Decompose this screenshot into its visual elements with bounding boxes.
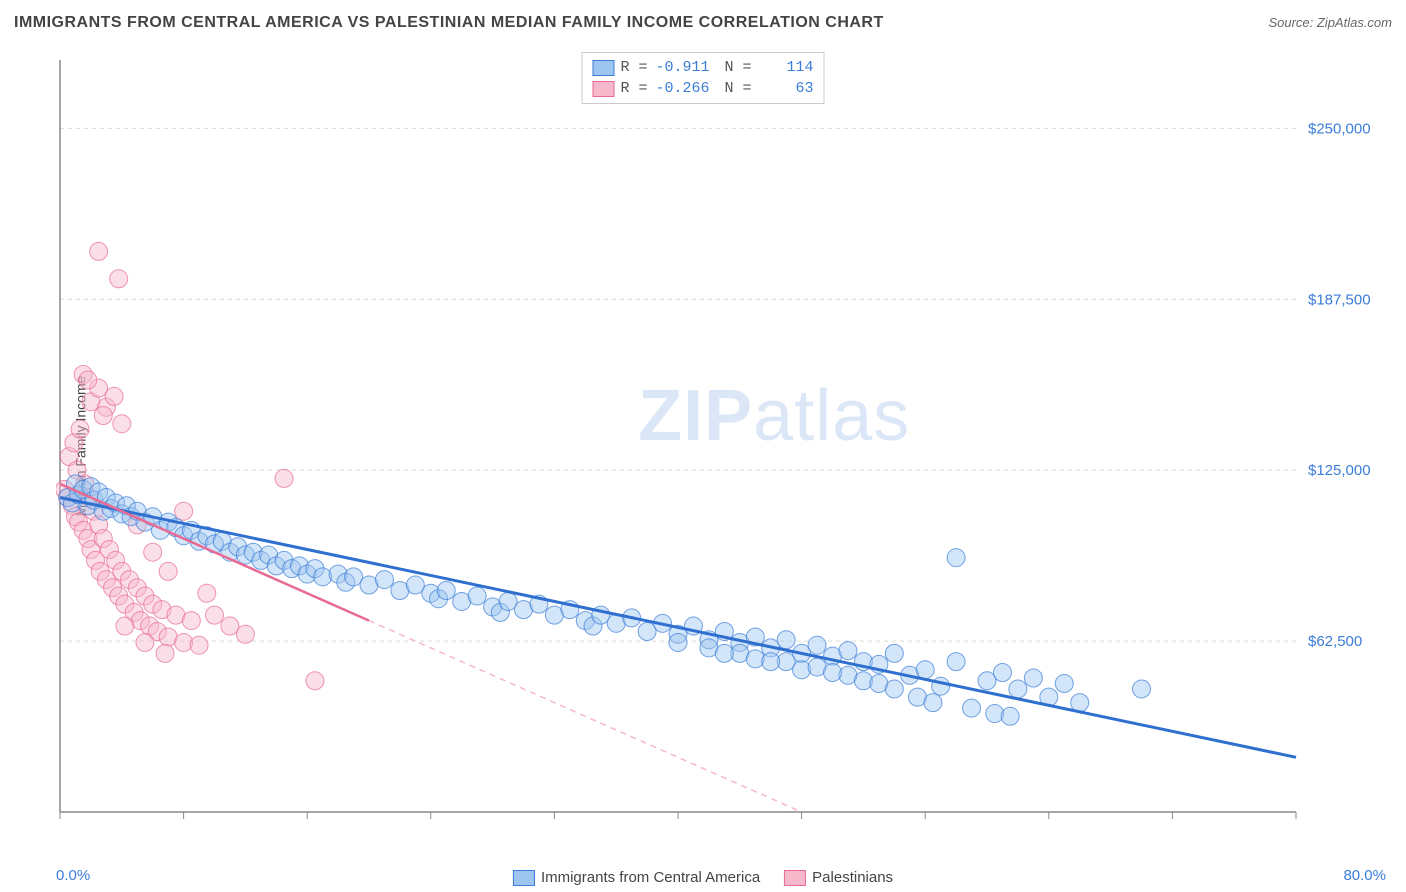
chart-title: IMMIGRANTS FROM CENTRAL AMERICA VS PALES…	[14, 14, 884, 32]
series-legend: Immigrants from Central America Palestin…	[513, 869, 893, 886]
swatch-palestinians-icon	[784, 870, 806, 886]
svg-text:$125,000: $125,000	[1308, 462, 1371, 479]
legend-item-palestinians: Palestinians	[784, 869, 893, 886]
swatch-palestinians	[592, 81, 614, 97]
svg-text:$250,000: $250,000	[1308, 120, 1371, 137]
chart-area: $62,500$125,000$187,500$250,000 ZIPatlas	[56, 48, 1386, 848]
correlation-legend: R = -0.911 N = 114 R = -0.266 N = 63	[581, 52, 824, 104]
chart-source: Source: ZipAtlas.com	[1268, 15, 1392, 30]
legend-row-palestinians: R = -0.266 N = 63	[592, 78, 813, 99]
x-min-label: 0.0%	[56, 867, 90, 884]
scatter-plot: $62,500 $125,000 $187,500 $250,000	[56, 48, 1386, 848]
svg-text:$187,500: $187,500	[1308, 291, 1371, 308]
legend-item-central-america: Immigrants from Central America	[513, 869, 760, 886]
swatch-central-america	[592, 60, 614, 76]
legend-row-central-america: R = -0.911 N = 114	[592, 57, 813, 78]
chart-header: IMMIGRANTS FROM CENTRAL AMERICA VS PALES…	[14, 14, 1392, 32]
svg-text:$62,500: $62,500	[1308, 633, 1362, 650]
x-max-label: 80.0%	[1343, 867, 1386, 884]
swatch-central-america-icon	[513, 870, 535, 886]
